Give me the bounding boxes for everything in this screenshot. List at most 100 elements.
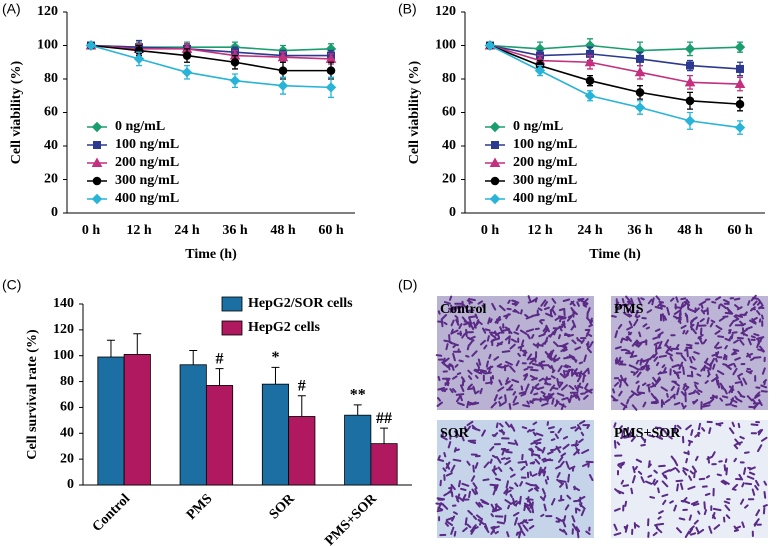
legend-label: 200 ng/mL bbox=[513, 155, 577, 170]
marker bbox=[182, 51, 192, 60]
y-tick-label: 60 bbox=[60, 400, 74, 415]
marker bbox=[181, 67, 193, 78]
x-tick-label: Control bbox=[90, 491, 134, 535]
x-tick-label: PMS+SOR bbox=[322, 491, 380, 546]
error-bar bbox=[297, 395, 306, 417]
legend-swatch bbox=[221, 296, 243, 312]
cell-specks bbox=[435, 295, 594, 411]
series-line bbox=[90, 44, 332, 89]
marker bbox=[325, 82, 337, 93]
bar bbox=[179, 364, 207, 486]
x-tick-label: 0 h bbox=[82, 223, 101, 238]
cell-specks bbox=[613, 420, 768, 538]
image-label: Control bbox=[440, 302, 487, 317]
marker bbox=[585, 76, 595, 85]
series-line bbox=[90, 44, 331, 72]
x-tick-label: 48 h bbox=[270, 223, 296, 238]
marker bbox=[91, 193, 103, 205]
marker bbox=[490, 176, 500, 186]
marker bbox=[735, 99, 745, 109]
marker bbox=[584, 56, 596, 67]
x-tick-label: 36 h bbox=[222, 223, 248, 238]
y-tick-label: 20 bbox=[44, 172, 58, 187]
panel-label: (B) bbox=[398, 1, 417, 17]
marker bbox=[634, 66, 646, 77]
bar bbox=[344, 414, 372, 486]
marker bbox=[277, 80, 289, 91]
marker bbox=[736, 64, 744, 73]
image-label: SOR bbox=[440, 426, 470, 441]
panel-label: (C) bbox=[2, 277, 21, 293]
legend-label: 400 ng/mL bbox=[115, 191, 179, 206]
x-tick-label: 0 h bbox=[481, 223, 500, 238]
legend-label: 100 ng/mL bbox=[513, 137, 577, 152]
error-bar bbox=[271, 366, 280, 385]
marker bbox=[326, 66, 336, 75]
bar bbox=[205, 385, 234, 486]
y-tick-label: 0 bbox=[449, 205, 456, 220]
legend-label: 100 ng/mL bbox=[115, 137, 179, 152]
marker bbox=[684, 43, 696, 55]
x-tick-label: 36 h bbox=[627, 223, 653, 238]
marker bbox=[685, 96, 695, 106]
marker bbox=[230, 57, 240, 67]
marker bbox=[489, 193, 501, 205]
annotation: # bbox=[298, 377, 306, 394]
x-tick-label: 48 h bbox=[677, 223, 703, 238]
marker bbox=[484, 40, 496, 51]
marker bbox=[684, 76, 696, 87]
panel-label: (A) bbox=[2, 1, 21, 17]
legend-label: 0 ng/mL bbox=[513, 119, 563, 134]
x-tick-label: SOR bbox=[267, 491, 299, 523]
y-tick-label: 100 bbox=[37, 38, 58, 53]
marker bbox=[92, 176, 102, 186]
legend-label: 300 ng/mL bbox=[513, 173, 577, 188]
y-tick-label: 0 bbox=[67, 477, 74, 492]
marker bbox=[133, 53, 145, 65]
x-axis-title: Time (h) bbox=[589, 247, 641, 262]
y-tick-label: 140 bbox=[53, 296, 74, 311]
cell-specks bbox=[435, 420, 594, 539]
image-label: PMS+SOR bbox=[614, 426, 681, 441]
marker bbox=[277, 51, 289, 62]
y-tick-label: 100 bbox=[53, 348, 74, 363]
y-tick-label: 40 bbox=[442, 138, 456, 153]
y-tick-label: 60 bbox=[44, 105, 58, 120]
marker bbox=[635, 88, 645, 97]
panel-label: (D) bbox=[398, 277, 417, 293]
marker bbox=[229, 75, 241, 86]
legend-label: 0 ng/mL bbox=[115, 119, 165, 134]
marker bbox=[734, 122, 746, 133]
series-line bbox=[90, 44, 331, 57]
bar bbox=[97, 356, 125, 486]
error-bar bbox=[380, 427, 389, 444]
bar bbox=[261, 383, 290, 486]
marker bbox=[91, 157, 103, 167]
y-tick-label: 80 bbox=[442, 71, 456, 86]
x-tick-label: PMS bbox=[184, 491, 216, 523]
legend-swatch bbox=[221, 320, 243, 336]
x-tick-label: 24 h bbox=[174, 223, 200, 238]
marker bbox=[91, 121, 103, 133]
marker bbox=[734, 41, 746, 53]
y-axis-title: Cell viability (%) bbox=[9, 60, 24, 164]
series-line bbox=[489, 44, 741, 52]
marker bbox=[489, 157, 501, 167]
marker bbox=[634, 102, 646, 113]
x-tick-label: 12 h bbox=[126, 223, 152, 238]
y-tick-label: 120 bbox=[435, 4, 456, 19]
error-bar bbox=[353, 404, 362, 416]
y-tick-label: 40 bbox=[60, 426, 74, 441]
marker bbox=[584, 90, 596, 101]
y-tick-label: 20 bbox=[442, 172, 456, 187]
annotation: # bbox=[216, 350, 224, 367]
marker bbox=[491, 141, 499, 149]
legend-label: HepG2/SOR cells bbox=[248, 296, 353, 311]
series-line bbox=[489, 44, 741, 129]
annotation: * bbox=[271, 349, 279, 366]
legend-label: 400 ng/mL bbox=[513, 191, 577, 206]
image-label: PMS bbox=[614, 302, 644, 317]
bar bbox=[288, 416, 316, 486]
bar bbox=[123, 354, 151, 486]
